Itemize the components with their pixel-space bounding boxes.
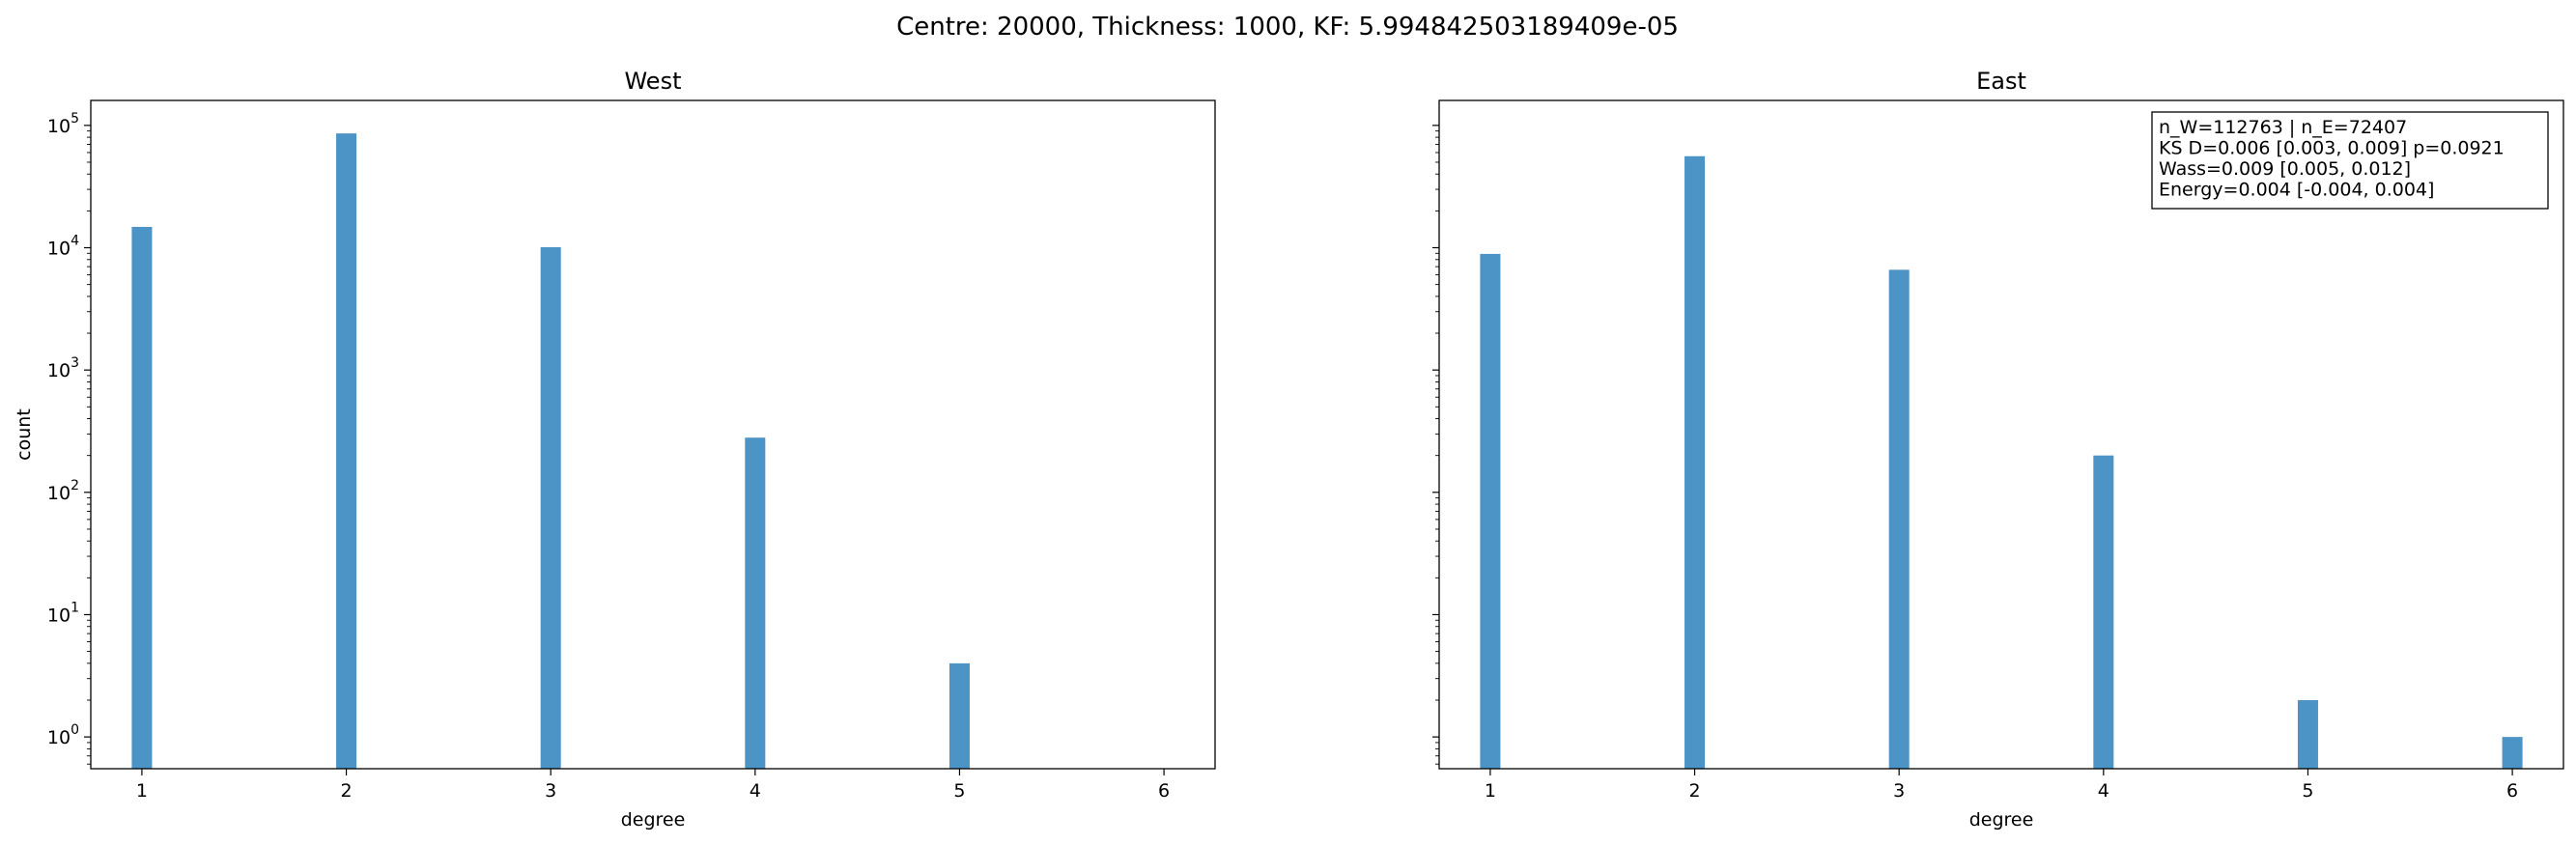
bar-degree-3 (540, 246, 561, 769)
bar-degree-4 (745, 437, 766, 769)
bar-degree-6 (2502, 737, 2523, 769)
stats-line: KS D=0.006 [0.003, 0.009] p=0.0921 (2159, 138, 2505, 159)
x-tick-label: 4 (750, 780, 761, 802)
panel-title: West (624, 68, 681, 95)
x-tick-label: 3 (545, 780, 556, 802)
y-tick-base: 10 (47, 360, 71, 381)
y-tick-label: 100 (47, 722, 79, 748)
y-tick-exponent: 5 (71, 111, 79, 127)
x-tick-label: 6 (2506, 780, 2518, 802)
y-tick-exponent: 3 (71, 355, 79, 371)
x-axis-label: degree (1969, 809, 2034, 831)
bar-degree-1 (1480, 253, 1501, 769)
y-tick-exponent: 4 (71, 234, 79, 249)
bar-degree-2 (336, 133, 357, 769)
y-tick-base: 10 (47, 116, 71, 137)
stats-line: Energy=0.004 [-0.004, 0.004] (2159, 180, 2434, 201)
bar-degree-4 (2093, 455, 2114, 769)
bar-degree-5 (2297, 699, 2318, 769)
y-tick-label: 101 (47, 600, 79, 626)
x-tick-label: 1 (136, 780, 148, 802)
east-panel: East 1 2 3 4 5 6 degree n_W=112763 | n_E=72407KS… (1432, 68, 2564, 831)
y-tick-base: 10 (47, 483, 71, 504)
panel-title: East (1976, 68, 2026, 95)
y-tick-label: 102 (47, 478, 79, 504)
stats-box (2151, 111, 2549, 210)
y-tick-label: 104 (47, 234, 79, 260)
y-tick-base: 10 (47, 605, 71, 626)
x-tick-label: 5 (2302, 780, 2313, 802)
x-tick-label: 1 (1485, 780, 1496, 802)
bar-degree-2 (1684, 155, 1706, 769)
plot-frame (90, 99, 1216, 770)
x-tick-label: 5 (953, 780, 965, 802)
bar-degree-5 (948, 662, 970, 769)
y-tick-label: 103 (47, 355, 79, 381)
x-tick-label: 3 (1893, 780, 1905, 802)
y-tick-base: 10 (47, 239, 71, 260)
stats-line: Wass=0.009 [0.005, 0.012] (2159, 158, 2411, 180)
y-axis-label: count (14, 408, 35, 461)
x-axis-label: degree (621, 809, 686, 831)
y-tick-exponent: 0 (71, 722, 79, 738)
y-tick-label: 105 (47, 111, 79, 137)
x-tick-label: 2 (340, 780, 352, 802)
x-tick-label: 4 (2098, 780, 2109, 802)
bar-degree-1 (131, 226, 153, 769)
bar-degree-3 (1888, 269, 1910, 770)
y-tick-exponent: 1 (71, 600, 79, 615)
y-tick-exponent: 2 (71, 478, 79, 493)
x-tick-label: 2 (1688, 780, 1700, 802)
plot-frame (1438, 99, 2564, 770)
figure-title: Centre: 20000, Thickness: 1000, KF: 5.99… (896, 13, 1679, 42)
x-tick-label: 6 (1158, 780, 1170, 802)
stats-line: n_W=112763 | n_E=72407 (2159, 117, 2407, 138)
y-tick-base: 10 (47, 727, 71, 748)
